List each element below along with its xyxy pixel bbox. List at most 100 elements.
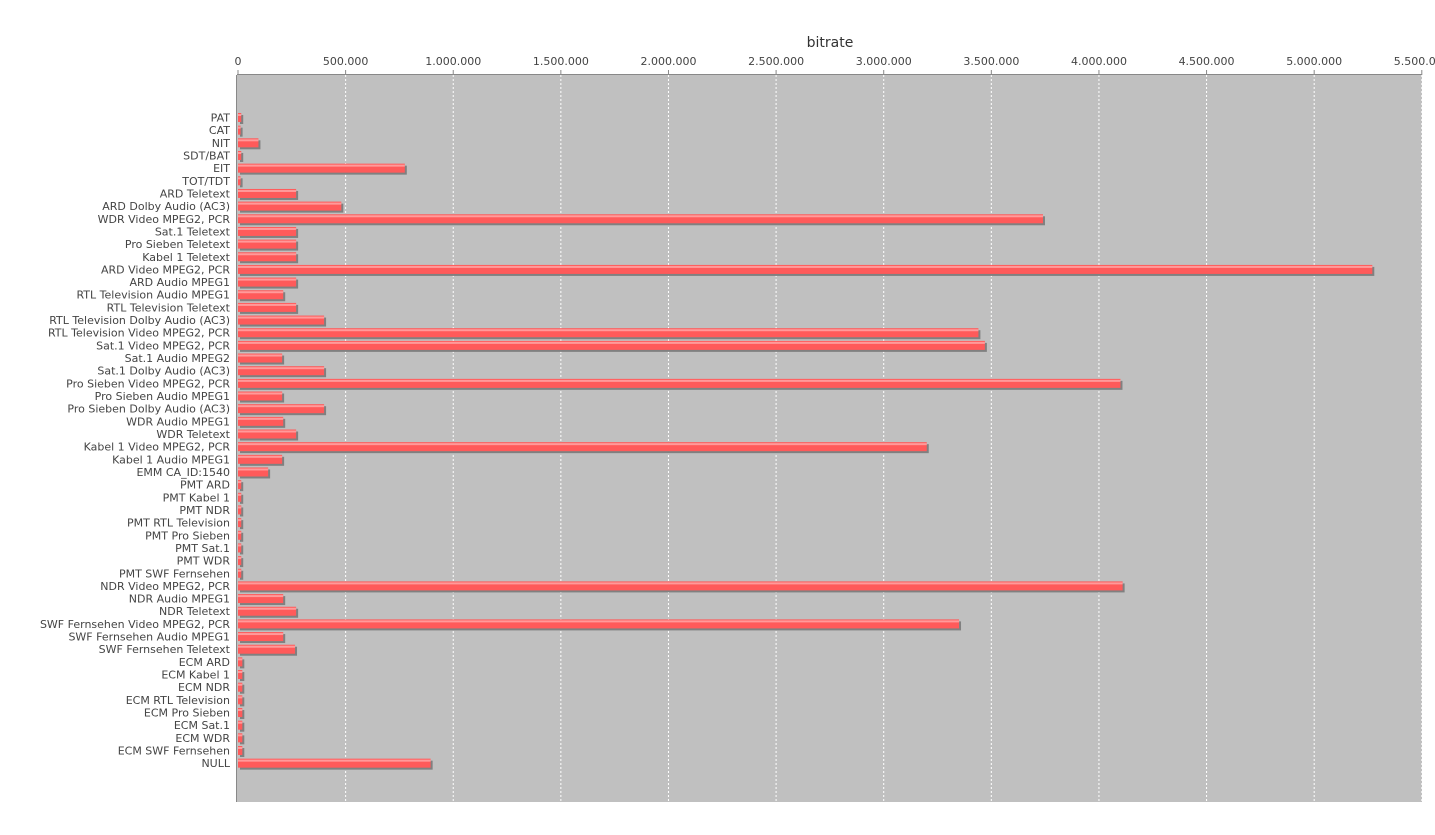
bar [238, 176, 241, 186]
bar [238, 632, 284, 642]
bar-highlight [238, 227, 297, 230]
bar [238, 163, 405, 173]
bar-highlight [238, 405, 325, 408]
bar-highlight [238, 544, 242, 547]
bar-highlight [238, 253, 297, 256]
bar-shadow [240, 570, 244, 580]
bar [238, 568, 242, 578]
bar [238, 150, 242, 160]
bar-highlight [238, 607, 297, 610]
x-tick-label: 2.500.000 [748, 55, 804, 68]
bar-highlight [238, 126, 241, 129]
category-label: CAT [209, 124, 230, 137]
chart-title: bitrate [807, 35, 854, 51]
bar-highlight [238, 341, 985, 344]
category-label: ECM Pro Sieben [144, 707, 230, 720]
bar-highlight [238, 633, 284, 636]
bar-highlight [238, 316, 325, 319]
category-label: Sat.1 Video MPEG2, PCR [96, 339, 230, 352]
gridlines [345, 75, 1423, 802]
x-tick-label: 3.500.000 [963, 55, 1019, 68]
bar-highlight [238, 747, 243, 749]
bar-highlight [238, 265, 1373, 268]
category-label: PMT Sat.1 [175, 542, 230, 555]
bar-highlight [238, 354, 283, 357]
x-tick-label: 2.000.000 [640, 55, 696, 68]
x-tick-label: 500.000 [323, 55, 369, 68]
bar [238, 720, 243, 730]
bar [238, 328, 979, 338]
category-label: PAT [211, 112, 231, 125]
bar [238, 606, 297, 616]
category-label: NDR Teletext [159, 605, 231, 618]
category-label: ECM ARD [179, 656, 230, 669]
bar [238, 315, 325, 325]
bar-highlight [238, 759, 431, 762]
category-label: Sat.1 Audio MPEG2 [125, 352, 230, 365]
category-label: PMT Kabel 1 [163, 491, 230, 504]
bar-highlight [238, 202, 342, 205]
bar [238, 277, 297, 287]
bar [238, 125, 241, 135]
category-label: Pro Sieben Video MPEG2, PCR [66, 377, 230, 390]
bar [238, 581, 1123, 591]
category-label: EMM CA_ID:1540 [136, 466, 230, 479]
category-label: ARD Audio MPEG1 [130, 276, 231, 289]
bar [238, 138, 259, 148]
category-label: RTL Television Dolby Audio (AC3) [49, 314, 230, 327]
x-tick-label: 5.500.000 [1394, 55, 1435, 68]
bar [238, 758, 431, 768]
bar-highlight [238, 291, 284, 294]
bar [238, 252, 297, 262]
bar-highlight [238, 506, 242, 509]
x-tick-label: 3.000.000 [856, 55, 912, 68]
category-label: ECM Kabel 1 [161, 669, 230, 682]
category-label: WDR Video MPEG2, PCR [98, 213, 231, 226]
category-label: ARD Video MPEG2, PCR [101, 263, 230, 276]
category-label: SWF Fernsehen Video MPEG2, PCR [40, 618, 230, 631]
bar-highlight [238, 303, 297, 306]
bar [238, 454, 283, 464]
bar-highlight [238, 620, 960, 623]
bar [238, 530, 242, 540]
category-label: RTL Television Video MPEG2, PCR [48, 327, 230, 340]
plot-area [237, 75, 1422, 802]
bar [238, 644, 296, 654]
bar-shadow [240, 520, 244, 530]
bar [238, 340, 985, 350]
category-label: Kabel 1 Teletext [142, 251, 230, 264]
bar-highlight [238, 367, 325, 370]
category-label: PMT Pro Sieben [145, 529, 230, 542]
bar [238, 378, 1121, 388]
category-label: PMT ARD [180, 479, 230, 492]
bar-highlight [238, 734, 243, 737]
category-label: RTL Television Teletext [107, 301, 231, 314]
bar-shadow [240, 152, 244, 162]
category-label: Sat.1 Dolby Audio (AC3) [97, 365, 230, 378]
category-label: Pro Sieben Teletext [125, 238, 231, 251]
bar-highlight [238, 493, 242, 496]
category-label: RTL Television Audio MPEG1 [76, 289, 230, 302]
bar-highlight [238, 721, 243, 724]
bar [238, 695, 243, 705]
bar-shadow [240, 127, 243, 137]
bar-highlight [238, 215, 1043, 218]
bar-highlight [238, 430, 297, 433]
category-label: ECM WDR [175, 732, 230, 745]
x-tick-label: 4.000.000 [1071, 55, 1127, 68]
bar-shadow [240, 482, 244, 492]
bar-shadow [240, 532, 244, 542]
bar [238, 302, 297, 312]
bar-highlight [238, 595, 284, 598]
category-label: PMT RTL Television [127, 517, 230, 530]
bar-highlight [238, 443, 927, 446]
bar [238, 682, 243, 692]
bar-highlight [238, 709, 243, 712]
bar [238, 353, 283, 363]
bar [238, 201, 342, 211]
category-label: PMT NDR [179, 504, 230, 517]
x-tick-label: 1.000.000 [425, 55, 481, 68]
bar-highlight [238, 379, 1121, 382]
bar-shadow [240, 494, 244, 504]
bar [238, 619, 960, 629]
